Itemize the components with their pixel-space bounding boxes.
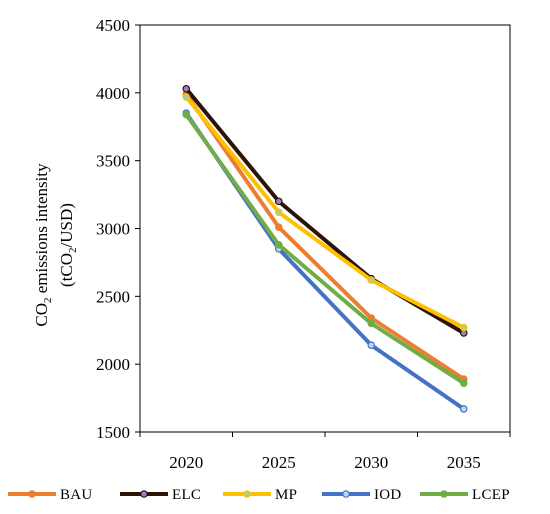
x-tick-label: 2020 (169, 453, 203, 472)
series-line-lcep (184, 113, 465, 385)
data-point-iod (459, 405, 468, 413)
legend-label-lcep: LCEP (472, 487, 510, 503)
data-point-mp (182, 93, 191, 101)
x-tick-label: 2025 (262, 453, 296, 472)
legend-marker-elc (140, 490, 148, 498)
legend-item-mp: MP (223, 487, 297, 503)
series-mp (182, 93, 468, 332)
legend-marker-bau (28, 490, 36, 498)
legend-item-iod: IOD (322, 487, 402, 503)
plot-area (139, 24, 511, 433)
legend-label-iod: IOD (374, 487, 402, 503)
data-point-lcep (182, 110, 191, 119)
y-axis-label-line1: CO2 emissions intensity (32, 163, 54, 327)
x-tick-label: 2030 (354, 453, 388, 472)
x-axis-ticks: 2020 2025 2030 2035 (139, 432, 511, 472)
data-point-elc (274, 197, 283, 206)
legend-marker-mp (243, 490, 251, 498)
data-point-lcep (274, 240, 283, 249)
data-point-bau (274, 223, 283, 231)
data-point-mp (274, 208, 283, 217)
data-point-mp (459, 323, 468, 332)
legend-marker-lcep (440, 490, 448, 498)
legend: BAU ELC MP IOD LCEP (8, 487, 510, 503)
legend-label-elc: ELC (172, 487, 201, 503)
series-line-bau (184, 93, 465, 381)
y-axis-label-line2: (tCO2/USD) (57, 203, 79, 287)
data-point-lcep (459, 379, 468, 387)
y-tick-label: 3500 (96, 152, 130, 171)
series-group (182, 84, 468, 413)
legend-label-bau: BAU (60, 487, 93, 503)
data-point-lcep (367, 319, 376, 328)
series-line-mp (184, 95, 465, 330)
y-tick-label: 2500 (96, 287, 130, 306)
data-point-elc (182, 84, 191, 93)
data-point-iod (367, 341, 376, 349)
y-tick-label: 1500 (96, 423, 130, 442)
legend-item-bau: BAU (8, 487, 93, 503)
legend-marker-iod (342, 490, 350, 498)
y-tick-label: 4500 (96, 16, 130, 35)
y-tick-label: 4000 (96, 84, 130, 103)
data-point-mp (367, 276, 376, 284)
x-tick-label: 2035 (447, 453, 481, 472)
legend-item-elc: ELC (120, 487, 201, 503)
legend-item-lcep: LCEP (420, 487, 510, 503)
series-lcep (182, 110, 468, 387)
legend-label-mp: MP (275, 487, 297, 503)
y-tick-label: 3000 (96, 220, 130, 239)
y-tick-label: 2000 (96, 355, 130, 374)
y-axis-ticks: 1500 2000 2500 3000 3500 4000 4500 (96, 16, 140, 442)
